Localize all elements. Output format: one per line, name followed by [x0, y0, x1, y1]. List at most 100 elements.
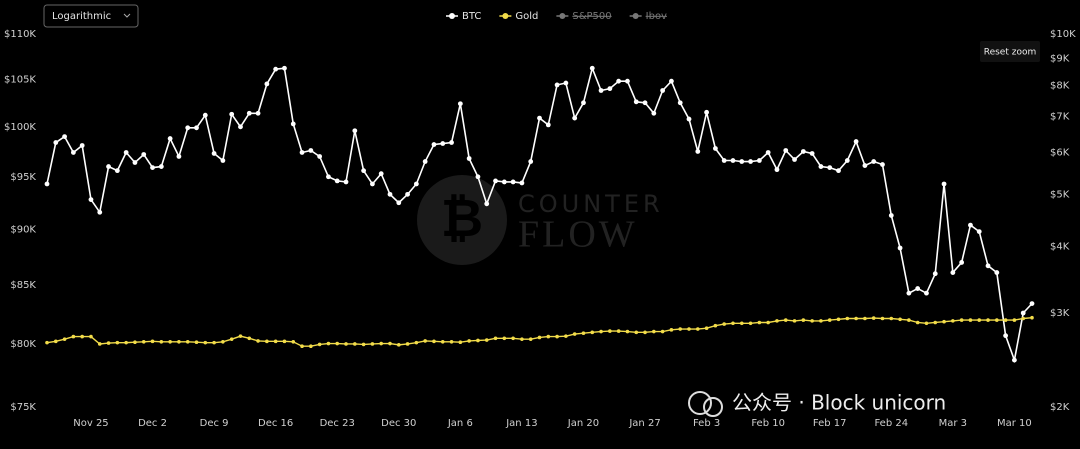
- x-tick-label: Dec 9: [200, 418, 229, 429]
- data-point: [625, 78, 630, 84]
- data-point: [273, 339, 278, 344]
- scale-dropdown[interactable]: Logarithmic: [43, 4, 139, 28]
- data-point: [581, 331, 586, 335]
- data-point: [800, 149, 806, 154]
- data-point: [484, 201, 490, 207]
- data-point: [633, 99, 639, 105]
- data-point: [282, 65, 287, 71]
- data-point: [88, 197, 94, 202]
- watermark-line2: FLOW: [518, 214, 638, 256]
- data-point: [212, 340, 216, 345]
- data-point: [986, 318, 990, 322]
- dropdown-caret[interactable]: [123, 13, 131, 18]
- data-point: [1021, 316, 1026, 321]
- legend-swatch[interactable]: [559, 13, 566, 19]
- data-point: [440, 339, 445, 344]
- data-point: [581, 100, 586, 106]
- data-point: [704, 109, 709, 115]
- y2-tick-label: $3K: [1050, 308, 1070, 319]
- overlay: 公众号 · Block unicorn: [688, 391, 946, 417]
- overlay-text: 公众号 · Block unicorn: [732, 391, 946, 415]
- data-point: [317, 154, 323, 159]
- data-point: [730, 158, 736, 163]
- legend-item-hidden[interactable]: S&P500: [556, 11, 612, 22]
- data-point: [123, 150, 129, 155]
- data-point: [229, 111, 235, 117]
- data-point: [898, 317, 902, 322]
- data-point: [765, 150, 771, 155]
- data-point: [844, 158, 850, 163]
- data-point: [564, 334, 568, 338]
- data-point: [194, 125, 199, 131]
- data-point: [53, 339, 58, 344]
- data-point: [70, 150, 76, 155]
- watermark-line1: COUNTER: [518, 190, 664, 218]
- data-point: [819, 319, 823, 323]
- data-point: [537, 115, 542, 121]
- legend-item[interactable]: Gold: [499, 11, 538, 22]
- data-point: [775, 319, 779, 323]
- x-tick-label: Feb 17: [813, 418, 847, 429]
- data-point: [106, 164, 111, 169]
- data-point: [756, 158, 762, 163]
- data-point: [827, 165, 833, 170]
- data-point: [379, 341, 383, 346]
- data-point: [853, 139, 859, 144]
- reset-zoom-label[interactable]: Reset zoom: [984, 48, 1037, 58]
- data-point: [836, 317, 841, 322]
- data-point: [326, 341, 331, 346]
- data-point: [863, 316, 867, 321]
- legend-label[interactable]: BTC: [462, 11, 481, 22]
- data-point: [616, 78, 622, 84]
- data-point: [353, 342, 357, 346]
- legend-swatch[interactable]: [502, 13, 509, 19]
- data-point: [880, 316, 885, 321]
- data-point: [388, 341, 392, 346]
- overlay-icon: [703, 397, 723, 417]
- reset-zoom[interactable]: Reset zoom: [980, 41, 1040, 62]
- data-point: [572, 332, 577, 336]
- data-point: [932, 271, 938, 277]
- data-point: [888, 213, 894, 218]
- data-point: [449, 339, 454, 344]
- data-point: [141, 152, 147, 157]
- legend-label[interactable]: Ibov: [646, 11, 667, 22]
- data-point: [493, 178, 498, 184]
- data-point: [572, 115, 578, 121]
- data-point: [62, 337, 67, 341]
- reset-zoom-box[interactable]: [980, 41, 1040, 62]
- dropdown-box[interactable]: [43, 4, 139, 28]
- legend-swatch[interactable]: [449, 13, 455, 19]
- data-point: [607, 86, 613, 92]
- legend-label[interactable]: Gold: [515, 11, 538, 22]
- legend-item[interactable]: BTC: [446, 11, 481, 22]
- data-point: [660, 329, 665, 334]
- data-point: [97, 209, 103, 215]
- data-point: [1012, 357, 1017, 363]
- data-point: [625, 329, 630, 334]
- data-point: [124, 340, 128, 345]
- data-point: [476, 338, 480, 343]
- x-tick-label: Dec 30: [381, 418, 416, 429]
- data-point: [809, 151, 815, 156]
- dropdown-label[interactable]: Logarithmic: [52, 11, 111, 22]
- data-point: [220, 158, 226, 163]
- legend-swatch[interactable]: [632, 13, 639, 19]
- data-point: [141, 339, 146, 344]
- legend-label[interactable]: S&P500: [572, 11, 611, 22]
- data-point: [669, 78, 674, 84]
- data-point: [343, 179, 349, 185]
- y2-tick-label: $9K: [1050, 53, 1070, 64]
- x-tick-label: Dec 16: [258, 418, 293, 429]
- legend-item-hidden[interactable]: Ibov: [629, 11, 667, 22]
- data-point: [933, 320, 938, 325]
- data-point: [985, 263, 991, 269]
- data-point: [748, 321, 753, 326]
- y-tick-label: $105K: [4, 74, 36, 85]
- data-point: [256, 339, 260, 343]
- data-point: [352, 128, 358, 134]
- data-point: [45, 340, 49, 345]
- data-point: [413, 181, 419, 187]
- data-point: [528, 337, 533, 341]
- data-point: [545, 122, 551, 128]
